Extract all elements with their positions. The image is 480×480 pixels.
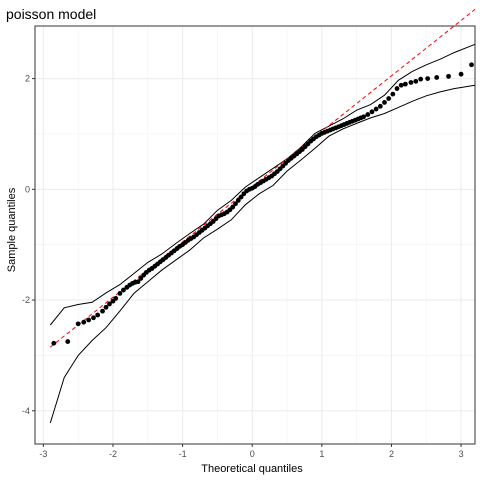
lower-confidence-band (50, 85, 475, 423)
x-tick-label: 2 (389, 449, 394, 459)
data-point (395, 86, 400, 91)
x-tick-label: 3 (459, 449, 464, 459)
data-point (361, 114, 366, 119)
y-tick-label: 2 (25, 74, 30, 84)
y-tick-label: -2 (22, 295, 30, 305)
data-point (378, 104, 383, 109)
confidence-bands (50, 44, 475, 423)
data-point (104, 305, 109, 310)
reference-line-dashed (50, 9, 475, 347)
data-point (469, 62, 474, 67)
data-point (113, 296, 118, 301)
data-point (374, 107, 379, 112)
upper-confidence-band (50, 44, 475, 325)
data-point (65, 339, 70, 344)
x-tick-label: -3 (39, 449, 47, 459)
data-point (365, 112, 370, 117)
x-tick-label: -1 (179, 449, 187, 459)
data-point (382, 100, 387, 105)
data-point (446, 74, 451, 79)
plot-panel-border (35, 26, 475, 444)
data-points (51, 62, 474, 345)
x-axis-title: Theoretical quantiles (201, 463, 303, 475)
data-point (399, 83, 404, 88)
reference-line (50, 9, 475, 347)
x-tick-label: -2 (109, 449, 117, 459)
x-tick-label: 1 (319, 449, 324, 459)
data-point (425, 76, 430, 81)
data-point (409, 80, 414, 85)
major-gridlines (35, 26, 475, 444)
data-point (370, 109, 375, 114)
y-tick-label: 0 (25, 184, 30, 194)
data-point (86, 318, 91, 323)
data-point (100, 309, 105, 314)
x-axis-ticks: -3 -2 -1 0 1 2 3 (39, 444, 463, 459)
minor-gridlines (35, 26, 475, 444)
data-point (95, 313, 100, 318)
data-point (413, 79, 418, 84)
y-axis-ticks: -4 -2 0 2 (22, 74, 35, 416)
data-point (76, 321, 81, 326)
y-axis-title: Sample quantiles (6, 187, 18, 272)
data-point (403, 82, 408, 87)
data-point (434, 75, 439, 80)
data-point (390, 92, 395, 97)
x-tick-label: 0 (250, 449, 255, 459)
data-point (81, 320, 86, 325)
y-tick-label: -4 (22, 406, 30, 416)
chart-title: poisson model (6, 6, 96, 22)
data-point (418, 77, 423, 82)
data-point (118, 291, 123, 296)
data-point (51, 341, 56, 346)
data-point (386, 96, 391, 101)
data-point (459, 72, 464, 77)
data-point (91, 315, 96, 320)
